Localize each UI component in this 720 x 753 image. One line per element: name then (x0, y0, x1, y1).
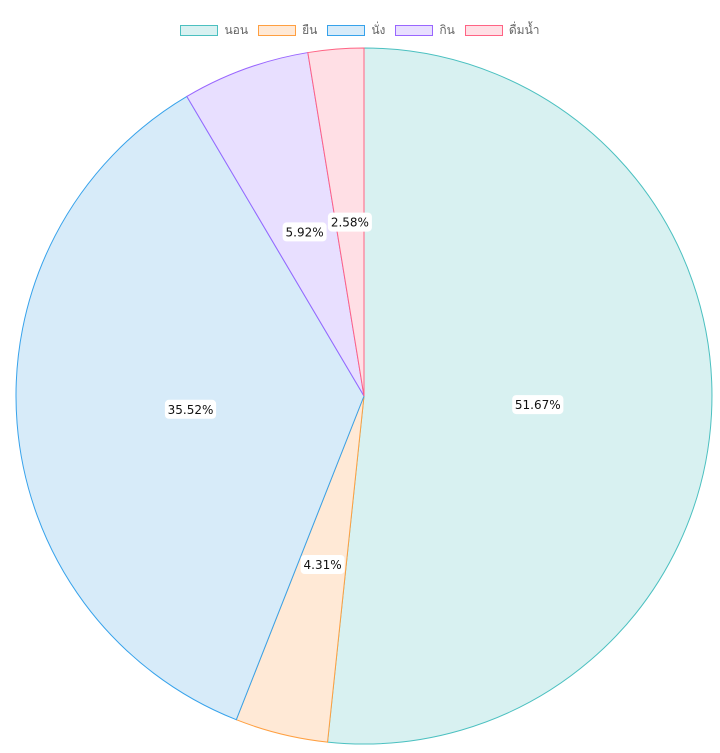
data-label-text-4: 2.58% (331, 216, 369, 230)
data-label-bg-0 (512, 395, 564, 415)
data-label-3: 5.92% (282, 222, 327, 242)
data-label-text-1: 4.31% (304, 558, 342, 572)
pie-data-labels: 51.67% 4.31% 35.52% 5.92% 2.58% (164, 212, 564, 574)
legend-label-2: นั่ง (371, 22, 386, 37)
legend-item-3[interactable]: กิน (395, 20, 455, 40)
data-label-4: 2.58% (327, 212, 372, 232)
data-label-bg-1 (300, 555, 345, 574)
data-label-bg-3 (282, 222, 327, 242)
legend-item-2[interactable]: นั่ง (327, 20, 385, 40)
data-label-bg-4 (327, 212, 372, 232)
data-label-bg-2 (164, 399, 217, 419)
legend-item-0[interactable]: นอน (180, 20, 248, 40)
legend-swatch-4 (464, 24, 503, 36)
legend-swatch-2 (327, 24, 366, 36)
chart-legend: นอน ยืน นั่ง กิน ดื่มน้ำ (0, 20, 720, 40)
legend-label-4: ดื่มน้ำ (508, 22, 540, 37)
pie-slice-3[interactable] (186, 51, 365, 397)
data-label-1: 4.31% (300, 555, 345, 574)
legend-label-1: ยืน (302, 22, 318, 37)
legend-swatch-3 (395, 24, 434, 36)
pie-slices (15, 47, 713, 745)
legend-label-3: กิน (439, 22, 455, 37)
legend-item-1[interactable]: ยืน (258, 20, 317, 40)
data-label-2: 35.52% (164, 399, 217, 419)
data-label-text-3: 5.92% (286, 225, 324, 239)
data-label-0: 51.67% (512, 395, 564, 415)
data-label-text-2: 35.52% (168, 403, 214, 417)
legend-swatch-0 (180, 24, 219, 36)
legend-item-4[interactable]: ดื่มน้ำ (464, 20, 540, 40)
legend-swatch-1 (258, 24, 297, 36)
data-label-text-0: 51.67% (515, 398, 561, 412)
legend-label-0: นอน (224, 22, 249, 37)
